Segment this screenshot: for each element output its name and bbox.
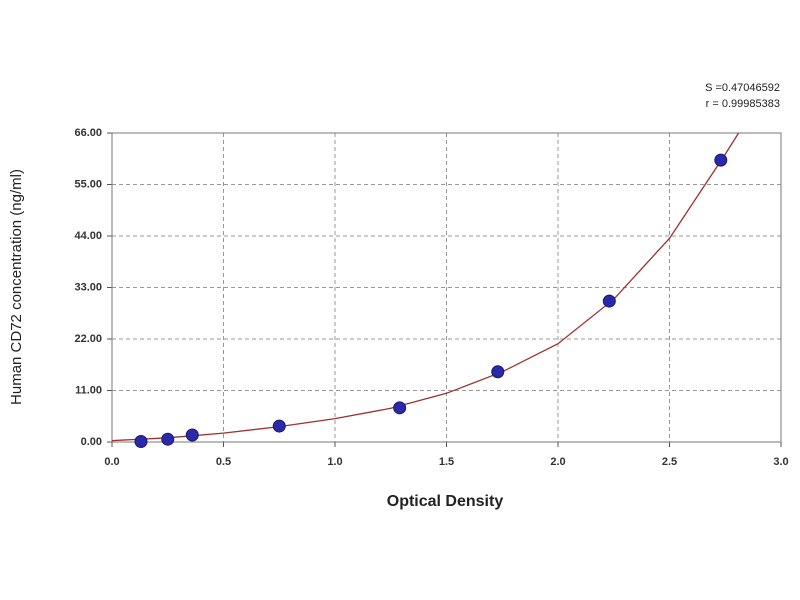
- x-tick-label: 0.5: [216, 456, 231, 468]
- data-point: [393, 401, 407, 415]
- x-tick-label: 1.0: [327, 456, 342, 468]
- data-point: [272, 419, 286, 433]
- y-tick-label: 66.00: [74, 127, 102, 139]
- x-tick-label: 1.5: [439, 456, 454, 468]
- annotation: r = 0.99985383: [706, 98, 780, 110]
- y-axis-title: Human CD72 concentration (ng/ml): [8, 169, 25, 405]
- x-tick-label: 2.5: [662, 456, 677, 468]
- y-tick-label: 44.00: [74, 230, 102, 242]
- data-point: [714, 153, 728, 167]
- x-tick-label: 2.0: [550, 456, 565, 468]
- annotation: S =0.47046592: [705, 82, 780, 94]
- data-point: [134, 435, 148, 449]
- y-tick-label: 11.00: [75, 384, 102, 396]
- fit-curve: [111, 132, 740, 442]
- y-tick-label: 33.00: [74, 281, 102, 293]
- x-axis-title: Optical Density: [387, 493, 504, 510]
- data-point: [491, 365, 505, 379]
- x-tick-label: 3.0: [773, 456, 788, 468]
- y-tick-label: 22.00: [74, 333, 102, 345]
- x-tick-label: 0.0: [104, 456, 119, 468]
- y-tick-label: 55.00: [74, 178, 102, 190]
- y-tick-label: 0.00: [81, 436, 102, 448]
- plot-frame: [111, 132, 782, 443]
- data-point: [602, 294, 616, 308]
- data-point: [185, 428, 199, 442]
- data-point: [161, 432, 175, 446]
